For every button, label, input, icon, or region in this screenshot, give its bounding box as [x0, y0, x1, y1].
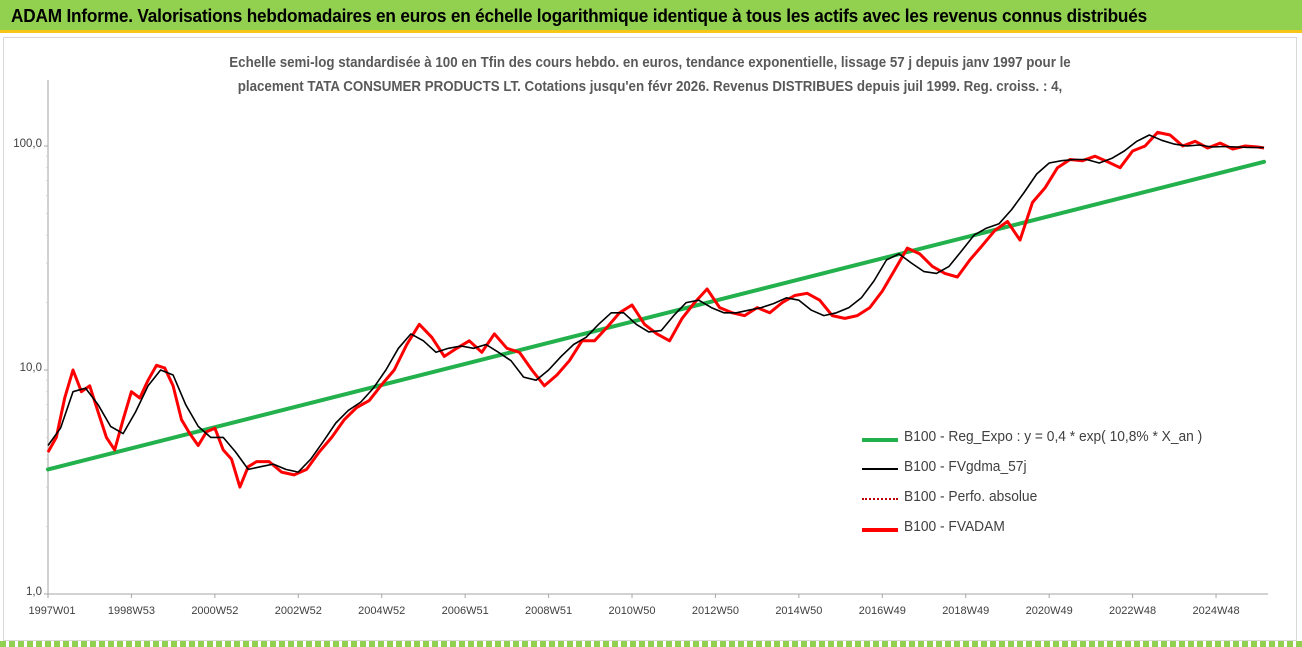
- x-tick-label: 2024W48: [1192, 605, 1240, 617]
- y-tick-label: 10,0: [19, 362, 42, 374]
- legend-swatch: [862, 438, 898, 442]
- series-fvgdma-57j-line: [47, 134, 1264, 473]
- x-tick-label: 2012W50: [691, 605, 739, 617]
- x-tick-label: 2010W50: [608, 605, 656, 617]
- chart-subtitle-line2: placement TATA CONSUMER PRODUCTS LT. Cot…: [237, 79, 1063, 95]
- series-reg-expo-line: [46, 159, 1266, 472]
- x-tick-label: 2000W52: [191, 605, 239, 617]
- legend-item: B100 - Perfo. absolue: [862, 487, 1262, 517]
- x-tick-label: 2022W48: [1109, 605, 1157, 617]
- x-tick-label: 2006W51: [441, 605, 489, 617]
- legend-swatch: [862, 528, 898, 532]
- legend-label: B100 - FVADAM: [904, 519, 1005, 535]
- x-tick-label: 2018W49: [942, 605, 990, 617]
- legend-swatch: [862, 498, 898, 500]
- title-banner: ADAM Informe. Valorisations hebdomadaire…: [0, 0, 1302, 33]
- x-tick-label: 2004W52: [358, 605, 406, 617]
- legend-item: B100 - Reg_Expo : y = 0,4 * exp( 10,8% *…: [862, 427, 1262, 457]
- x-tick-label: 1998W53: [107, 605, 155, 617]
- chart-frame: [3, 37, 1297, 641]
- legend-swatch: [862, 468, 898, 470]
- legend-label: B100 - Reg_Expo : y = 0,4 * exp( 10,8% *…: [904, 429, 1203, 445]
- x-tick-label: 2002W52: [274, 605, 322, 617]
- y-tick-label: 1,0: [26, 586, 42, 598]
- x-tick-label: 2014W50: [775, 605, 823, 617]
- legend-item: B100 - FVgdma_57j: [862, 457, 1262, 487]
- x-tick-label: 2008W51: [525, 605, 573, 617]
- footer-stripe: [0, 641, 1302, 647]
- chart-subtitle-line1: Echelle semi-log standardisée à 100 en T…: [229, 55, 1071, 71]
- x-tick-label: 1997W01: [28, 605, 76, 617]
- chart-legend: B100 - Reg_Expo : y = 0,4 * exp( 10,8% *…: [862, 427, 1262, 547]
- legend-label: B100 - Perfo. absolue: [904, 489, 1038, 505]
- series-fvadam-line: [46, 130, 1265, 489]
- legend-item: B100 - FVADAM: [862, 517, 1262, 547]
- x-tick-label: 2016W49: [858, 605, 906, 617]
- report-title: ADAM Informe. Valorisations hebdomadaire…: [11, 5, 1148, 26]
- legend-label: B100 - FVgdma_57j: [904, 459, 1027, 475]
- y-tick-label: 100,0: [13, 138, 42, 150]
- x-tick-label: 2020W49: [1025, 605, 1073, 617]
